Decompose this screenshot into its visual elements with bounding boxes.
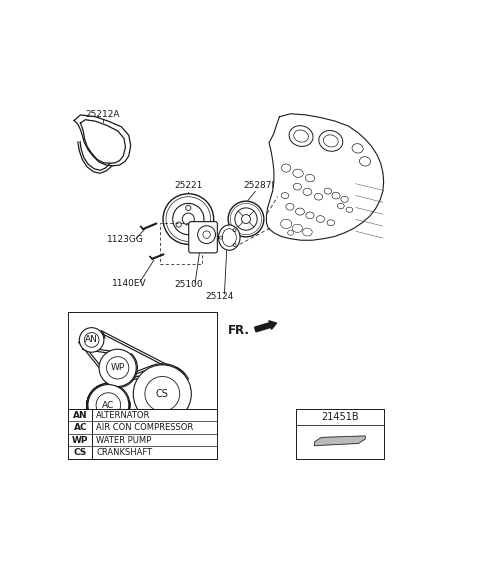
Ellipse shape bbox=[292, 224, 302, 233]
Ellipse shape bbox=[289, 126, 313, 146]
Circle shape bbox=[79, 328, 104, 352]
Ellipse shape bbox=[281, 193, 289, 198]
Ellipse shape bbox=[319, 131, 343, 151]
Ellipse shape bbox=[282, 164, 291, 172]
Ellipse shape bbox=[293, 169, 303, 177]
Text: CS: CS bbox=[156, 389, 169, 399]
Ellipse shape bbox=[352, 144, 363, 153]
Ellipse shape bbox=[303, 188, 312, 196]
FancyBboxPatch shape bbox=[189, 222, 217, 253]
Ellipse shape bbox=[218, 225, 240, 250]
Ellipse shape bbox=[306, 212, 314, 219]
Ellipse shape bbox=[296, 208, 304, 215]
Bar bbox=[160, 223, 203, 264]
Circle shape bbox=[99, 349, 136, 386]
Ellipse shape bbox=[286, 203, 294, 210]
Text: WP: WP bbox=[72, 435, 88, 445]
Text: 25124: 25124 bbox=[206, 292, 234, 301]
Text: WATER PUMP: WATER PUMP bbox=[96, 435, 151, 445]
Ellipse shape bbox=[281, 219, 292, 229]
Text: CS: CS bbox=[73, 448, 87, 457]
FancyArrow shape bbox=[254, 321, 276, 332]
Text: AN: AN bbox=[85, 335, 98, 344]
Text: WP: WP bbox=[110, 363, 125, 372]
Text: 25212A: 25212A bbox=[85, 109, 120, 119]
Bar bbox=[296, 409, 384, 459]
Text: 1140EV: 1140EV bbox=[111, 279, 146, 287]
Ellipse shape bbox=[337, 203, 344, 209]
Circle shape bbox=[88, 385, 129, 425]
Ellipse shape bbox=[293, 184, 301, 190]
Bar bbox=[68, 409, 217, 459]
Text: 21451B: 21451B bbox=[321, 412, 359, 422]
Text: AC: AC bbox=[73, 423, 87, 432]
Text: 25221: 25221 bbox=[174, 181, 203, 190]
Polygon shape bbox=[314, 436, 365, 446]
Ellipse shape bbox=[288, 230, 294, 235]
Text: CRANKSHAFT: CRANKSHAFT bbox=[96, 448, 152, 457]
Ellipse shape bbox=[327, 220, 335, 226]
Ellipse shape bbox=[360, 157, 371, 166]
Bar bbox=[68, 312, 217, 409]
Text: ALTERNATOR: ALTERNATOR bbox=[96, 410, 150, 420]
Ellipse shape bbox=[324, 188, 332, 194]
Text: 25100: 25100 bbox=[174, 280, 203, 290]
Ellipse shape bbox=[332, 192, 340, 199]
Text: 25287I: 25287I bbox=[243, 181, 275, 190]
Text: AIR CON COMPRESSOR: AIR CON COMPRESSOR bbox=[96, 423, 193, 432]
Bar bbox=[68, 312, 217, 459]
Circle shape bbox=[133, 365, 192, 423]
Text: AC: AC bbox=[102, 401, 115, 409]
Ellipse shape bbox=[341, 196, 348, 202]
Ellipse shape bbox=[314, 193, 323, 200]
Ellipse shape bbox=[346, 207, 353, 213]
Polygon shape bbox=[266, 114, 384, 240]
Ellipse shape bbox=[316, 215, 324, 222]
Text: FR.: FR. bbox=[228, 324, 250, 337]
Text: 1123GG: 1123GG bbox=[107, 235, 144, 244]
Text: AN: AN bbox=[73, 410, 87, 420]
Ellipse shape bbox=[305, 174, 314, 182]
Ellipse shape bbox=[302, 228, 312, 236]
